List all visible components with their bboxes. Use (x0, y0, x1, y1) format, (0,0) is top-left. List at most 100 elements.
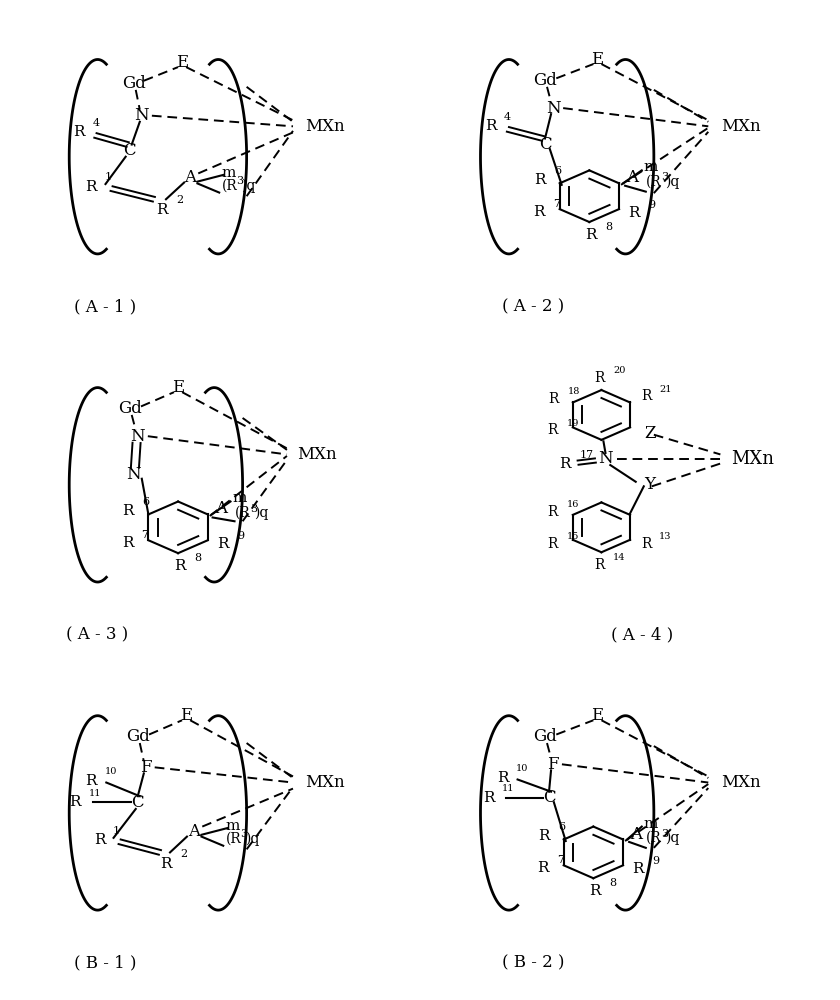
Text: A: A (626, 169, 638, 186)
Text: R: R (122, 536, 134, 550)
Text: 2: 2 (176, 195, 183, 205)
Text: 6: 6 (554, 166, 562, 176)
Text: C: C (123, 142, 136, 159)
Text: R: R (94, 833, 105, 847)
Text: (R: (R (646, 175, 662, 189)
Text: R: R (175, 559, 186, 573)
Text: MXn: MXn (721, 118, 760, 135)
Text: 21: 21 (659, 385, 672, 394)
Text: C: C (543, 789, 555, 806)
Text: R: R (86, 180, 97, 194)
Text: R: R (548, 423, 558, 437)
Text: R: R (123, 504, 134, 518)
Text: m: m (225, 819, 239, 833)
Text: m: m (232, 491, 247, 505)
Text: 9: 9 (653, 856, 659, 866)
Text: 3: 3 (661, 172, 668, 182)
Text: 9: 9 (648, 200, 655, 210)
Text: ( A - 3 ): ( A - 3 ) (66, 627, 129, 644)
Text: )q: )q (664, 830, 679, 845)
Text: 8: 8 (610, 878, 617, 888)
Text: 4: 4 (504, 112, 511, 122)
Text: 11: 11 (501, 784, 514, 793)
Text: 8: 8 (194, 553, 202, 563)
Text: R: R (533, 205, 544, 219)
Text: 3: 3 (237, 176, 244, 186)
Text: Gd: Gd (122, 75, 145, 92)
Text: 20: 20 (613, 366, 626, 375)
Text: Gd: Gd (118, 400, 142, 417)
Text: E: E (591, 707, 603, 724)
Text: N: N (598, 450, 613, 467)
Text: R: R (628, 206, 640, 220)
Text: R: R (585, 228, 597, 242)
Text: 8: 8 (606, 222, 612, 232)
Text: C: C (131, 794, 144, 811)
Text: ( A - 1 ): ( A - 1 ) (75, 299, 137, 316)
Text: R: R (160, 857, 171, 871)
Text: R: R (548, 537, 558, 551)
Text: R: R (483, 791, 494, 805)
Text: R: R (641, 537, 651, 551)
Text: R: R (86, 774, 97, 788)
Text: 9: 9 (237, 531, 244, 541)
Text: E: E (591, 51, 603, 68)
Text: 19: 19 (567, 419, 579, 428)
Text: 7: 7 (142, 530, 149, 540)
Text: E: E (176, 54, 188, 71)
Text: 4: 4 (92, 118, 100, 128)
Text: F: F (140, 759, 152, 776)
Text: R: R (538, 829, 550, 843)
Text: 15: 15 (567, 532, 579, 541)
Text: MXn: MXn (297, 446, 337, 463)
Text: MXn: MXn (306, 118, 345, 135)
Text: ( A - 4 ): ( A - 4 ) (611, 627, 673, 644)
Text: 3: 3 (240, 829, 248, 839)
Text: 6: 6 (142, 497, 150, 507)
Text: m: m (643, 160, 658, 174)
Text: N: N (546, 100, 560, 117)
Text: m: m (221, 166, 236, 180)
Text: 18: 18 (568, 387, 580, 396)
Text: A: A (184, 169, 197, 186)
Text: )q: )q (255, 505, 269, 520)
Text: ( A - 2 ): ( A - 2 ) (501, 299, 564, 316)
Text: R: R (641, 389, 651, 403)
Text: MXn: MXn (721, 774, 760, 791)
Text: R: R (594, 558, 605, 572)
Text: )q: )q (240, 178, 255, 193)
Text: 10: 10 (516, 764, 528, 773)
Text: 3: 3 (250, 504, 257, 514)
Text: )q: )q (244, 831, 259, 846)
Text: 7: 7 (557, 855, 564, 865)
Text: Y: Y (644, 476, 655, 493)
Text: R: R (594, 371, 605, 385)
Text: 7: 7 (553, 199, 559, 209)
Text: 17: 17 (580, 450, 593, 460)
Text: C: C (538, 136, 551, 153)
Text: R: R (497, 771, 508, 785)
Text: )q: )q (664, 174, 679, 189)
Text: Gd: Gd (126, 728, 150, 745)
Text: R: R (534, 173, 546, 187)
Text: ( B - 1 ): ( B - 1 ) (74, 955, 137, 972)
Text: R: R (549, 392, 559, 406)
Text: A: A (188, 823, 200, 840)
Text: N: N (130, 428, 145, 445)
Text: 11: 11 (88, 789, 101, 798)
Text: 14: 14 (612, 553, 625, 562)
Text: (R: (R (646, 831, 662, 845)
Text: R: R (537, 861, 549, 875)
Text: ( B - 2 ): ( B - 2 ) (501, 955, 564, 972)
Text: R: R (559, 457, 571, 471)
Text: 13: 13 (659, 532, 672, 541)
Text: R: R (590, 884, 601, 898)
Text: 3: 3 (661, 829, 668, 839)
Text: E: E (180, 707, 192, 724)
Text: A: A (215, 500, 227, 517)
Text: R: R (70, 795, 81, 809)
Text: Gd: Gd (533, 728, 557, 745)
Text: R: R (74, 125, 85, 139)
Text: R: R (485, 119, 496, 133)
Text: 1: 1 (105, 172, 112, 182)
